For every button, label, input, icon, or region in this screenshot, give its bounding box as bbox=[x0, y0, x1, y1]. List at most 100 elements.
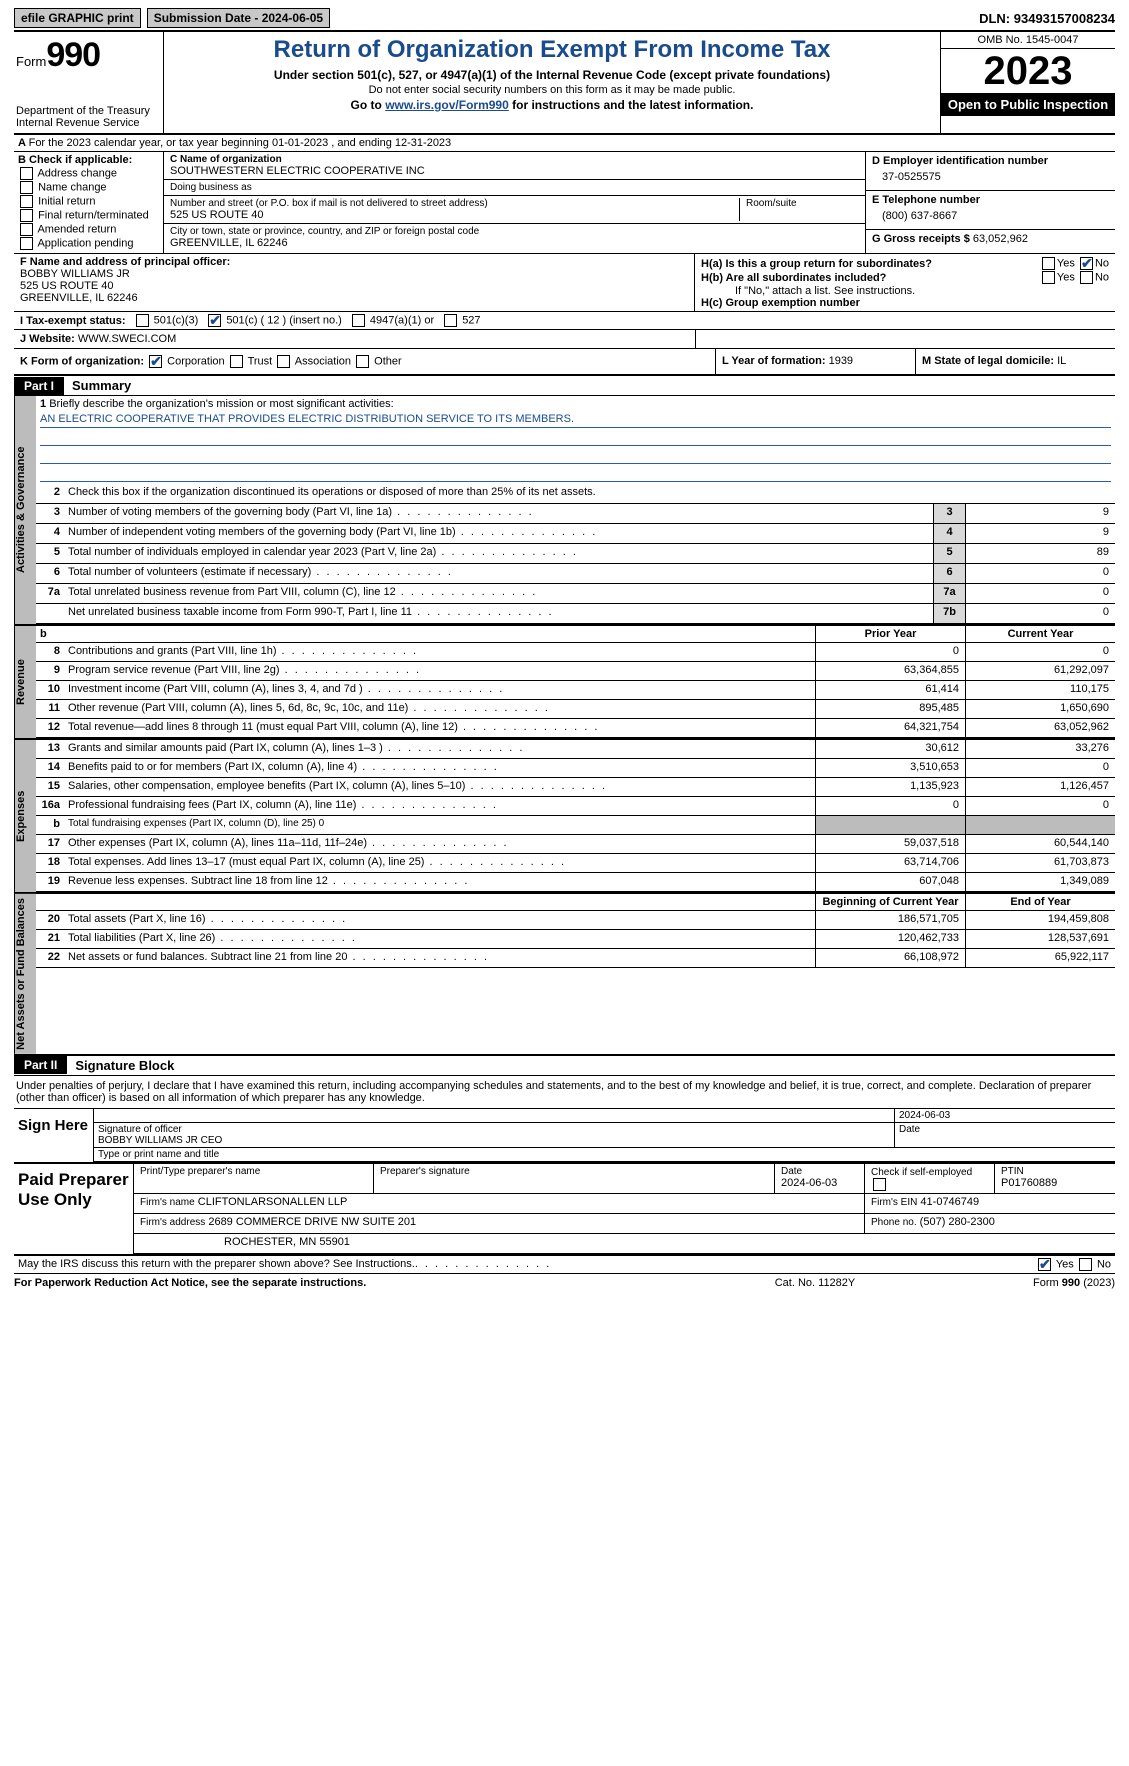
block-f-h: F Name and address of principal officer:… bbox=[14, 254, 1115, 312]
summary-line-2: 2Check this box if the organization disc… bbox=[36, 484, 1115, 504]
firm-ein: 41-0746749 bbox=[920, 1196, 979, 1208]
col-current-year: Current Year bbox=[965, 626, 1115, 642]
org-name: SOUTHWESTERN ELECTRIC COOPERATIVE INC bbox=[170, 165, 859, 177]
telephone: (800) 637-8667 bbox=[872, 206, 1109, 226]
col-end-year: End of Year bbox=[965, 894, 1115, 910]
col-begin-year: Beginning of Current Year bbox=[815, 894, 965, 910]
expense-line-18: 18Total expenses. Add lines 13–17 (must … bbox=[36, 854, 1115, 873]
cb-501c[interactable] bbox=[208, 314, 221, 327]
vtab-net-assets: Net Assets or Fund Balances bbox=[14, 894, 36, 1054]
section-j: J Website: WWW.SWECI.COM H(c) Group exem… bbox=[14, 330, 1115, 349]
summary-governance: Activities & Governance 1 Briefly descri… bbox=[14, 396, 1115, 626]
section-c: C Name of organizationSOUTHWESTERN ELECT… bbox=[164, 152, 865, 253]
summary-line-7a: 7aTotal unrelated business revenue from … bbox=[36, 584, 1115, 604]
vtab-governance: Activities & Governance bbox=[14, 396, 36, 624]
expense-line-b: bTotal fundraising expenses (Part IX, co… bbox=[36, 816, 1115, 835]
cb-527[interactable] bbox=[444, 314, 457, 327]
firm-addr-1: 2689 COMMERCE DRIVE NW SUITE 201 bbox=[208, 1216, 416, 1228]
expense-line-13: 13Grants and similar amounts paid (Part … bbox=[36, 740, 1115, 759]
summary-revenue: Revenue bPrior YearCurrent Year 8Contrib… bbox=[14, 626, 1115, 740]
cb-hb-no[interactable] bbox=[1080, 271, 1093, 284]
section-i: I Tax-exempt status: 501(c)(3) 501(c) ( … bbox=[14, 312, 1115, 330]
part-1-header: Part I Summary bbox=[14, 376, 1115, 396]
cb-trust[interactable] bbox=[230, 355, 243, 368]
cb-final-return[interactable]: Final return/terminated bbox=[18, 209, 159, 222]
summary-line-4: 4Number of independent voting members of… bbox=[36, 524, 1115, 544]
officer-name: BOBBY WILLIAMS JR bbox=[20, 268, 688, 280]
expense-line-14: 14Benefits paid to or for members (Part … bbox=[36, 759, 1115, 778]
ptin: P01760889 bbox=[1001, 1177, 1057, 1189]
cb-discuss-yes[interactable] bbox=[1038, 1258, 1051, 1271]
mission-text: AN ELECTRIC COOPERATIVE THAT PROVIDES EL… bbox=[40, 412, 1111, 428]
summary-line-5: 5Total number of individuals employed in… bbox=[36, 544, 1115, 564]
submission-date: Submission Date - 2024-06-05 bbox=[147, 8, 330, 28]
form-title: Return of Organization Exempt From Incom… bbox=[170, 36, 934, 64]
summary-line-7b: Net unrelated business taxable income fr… bbox=[36, 604, 1115, 624]
part-2-header: Part II Signature Block bbox=[14, 1056, 1115, 1076]
discuss-row: May the IRS discuss this return with the… bbox=[14, 1256, 1115, 1274]
revenue-line-11: 11Other revenue (Part VIII, column (A), … bbox=[36, 700, 1115, 719]
expense-line-17: 17Other expenses (Part IX, column (A), l… bbox=[36, 835, 1115, 854]
form-subtitle-1: Under section 501(c), 527, or 4947(a)(1)… bbox=[170, 68, 934, 82]
topbar: efile GRAPHIC print Submission Date - 20… bbox=[14, 8, 1115, 32]
paid-preparer-block: Paid Preparer Use Only Print/Type prepar… bbox=[14, 1164, 1115, 1256]
firm-name: CLIFTONLARSONALLEN LLP bbox=[198, 1196, 348, 1208]
vtab-expenses: Expenses bbox=[14, 740, 36, 892]
summary-expenses: Expenses 13Grants and similar amounts pa… bbox=[14, 740, 1115, 894]
state-domicile: IL bbox=[1057, 355, 1066, 367]
col-prior-year: Prior Year bbox=[815, 626, 965, 642]
sign-here-block: Sign Here 2024-06-03 Signature of office… bbox=[14, 1109, 1115, 1164]
cb-name-change[interactable]: Name change bbox=[18, 181, 159, 194]
cb-4947[interactable] bbox=[352, 314, 365, 327]
signature-intro: Under penalties of perjury, I declare th… bbox=[14, 1076, 1115, 1109]
netassets-line-20: 20Total assets (Part X, line 16)186,571,… bbox=[36, 911, 1115, 930]
form-number: Form990 bbox=[16, 36, 157, 75]
cb-initial-return[interactable]: Initial return bbox=[18, 195, 159, 208]
cb-ha-yes[interactable] bbox=[1042, 257, 1055, 270]
section-b: B Check if applicable: Address change Na… bbox=[14, 152, 164, 253]
open-inspection: Open to Public Inspection bbox=[941, 93, 1115, 116]
form-subtitle-2: Do not enter social security numbers on … bbox=[170, 84, 934, 96]
summary-line-6: 6Total number of volunteers (estimate if… bbox=[36, 564, 1115, 584]
city-state-zip: GREENVILLE, IL 62246 bbox=[170, 237, 859, 249]
expense-line-16a: 16aProfessional fundraising fees (Part I… bbox=[36, 797, 1115, 816]
section-d-e-g: D Employer identification number37-05255… bbox=[865, 152, 1115, 253]
section-a-tax-year: A For the 2023 calendar year, or tax yea… bbox=[14, 135, 1115, 152]
firm-phone: (507) 280-2300 bbox=[920, 1216, 995, 1228]
netassets-line-21: 21Total liabilities (Part X, line 26)120… bbox=[36, 930, 1115, 949]
revenue-line-12: 12Total revenue—add lines 8 through 11 (… bbox=[36, 719, 1115, 738]
expense-line-15: 15Salaries, other compensation, employee… bbox=[36, 778, 1115, 797]
tax-year: 2023 bbox=[941, 49, 1115, 93]
vtab-revenue: Revenue bbox=[14, 626, 36, 738]
ein: 37-0525575 bbox=[872, 167, 1109, 187]
cb-application-pending[interactable]: Application pending bbox=[18, 237, 159, 250]
irs-label: Internal Revenue Service bbox=[16, 117, 157, 129]
summary-line-3: 3Number of voting members of the governi… bbox=[36, 504, 1115, 524]
cb-discuss-no[interactable] bbox=[1079, 1258, 1092, 1271]
cb-other[interactable] bbox=[356, 355, 369, 368]
website: WWW.SWECI.COM bbox=[78, 333, 176, 345]
cb-501c3[interactable] bbox=[136, 314, 149, 327]
officer-addr: 525 US ROUTE 40 bbox=[20, 280, 688, 292]
cb-assoc[interactable] bbox=[277, 355, 290, 368]
dept-treasury: Department of the Treasury bbox=[16, 105, 157, 117]
expense-line-19: 19Revenue less expenses. Subtract line 1… bbox=[36, 873, 1115, 892]
efile-print-button[interactable]: efile GRAPHIC print bbox=[14, 8, 141, 28]
form990-link[interactable]: www.irs.gov/Form990 bbox=[385, 98, 509, 112]
omb-number: OMB No. 1545-0047 bbox=[941, 32, 1115, 49]
cb-hb-yes[interactable] bbox=[1042, 271, 1055, 284]
gross-receipts: 63,052,962 bbox=[973, 233, 1028, 245]
cb-address-change[interactable]: Address change bbox=[18, 167, 159, 180]
firm-addr-2: ROCHESTER, MN 55901 bbox=[134, 1234, 1115, 1253]
street-address: 525 US ROUTE 40 bbox=[170, 209, 739, 221]
officer-city: GREENVILLE, IL 62246 bbox=[20, 292, 688, 304]
officer-signature: BOBBY WILLIAMS JR CEO bbox=[98, 1135, 890, 1146]
cb-ha-no[interactable] bbox=[1080, 257, 1093, 270]
cb-self-employed[interactable] bbox=[873, 1178, 886, 1191]
cb-corp[interactable] bbox=[149, 355, 162, 368]
section-k-l-m: K Form of organization: Corporation Trus… bbox=[14, 349, 1115, 376]
cb-amended-return[interactable]: Amended return bbox=[18, 223, 159, 236]
form-header: Form990 Department of the Treasury Inter… bbox=[14, 32, 1115, 135]
prep-date: 2024-06-03 bbox=[781, 1177, 837, 1189]
form-subtitle-3: Go to www.irs.gov/Form990 for instructio… bbox=[170, 98, 934, 112]
